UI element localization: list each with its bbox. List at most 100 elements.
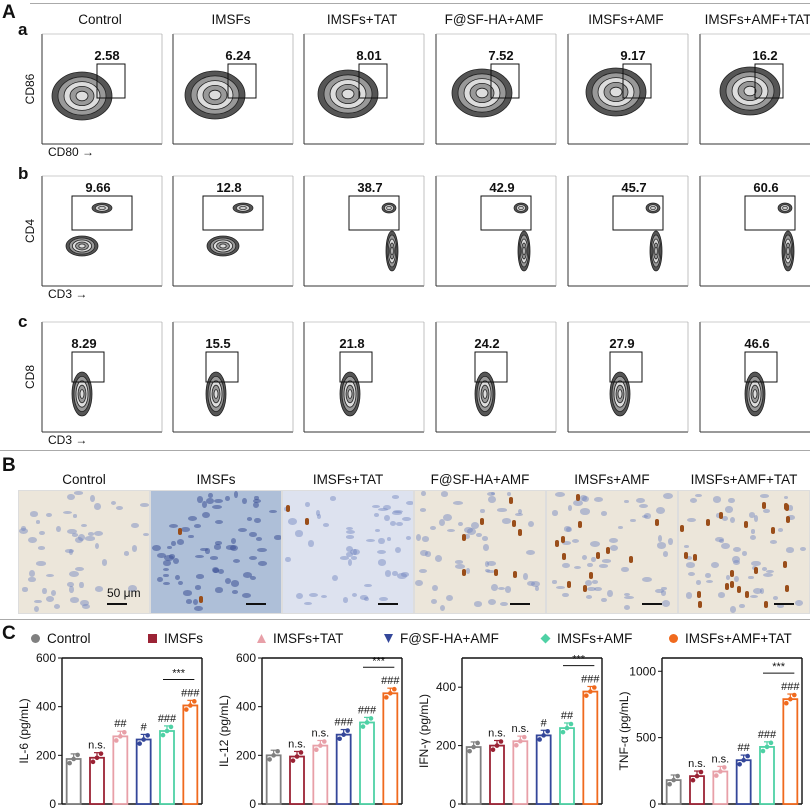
nucleus <box>562 563 570 569</box>
nucleus <box>78 534 86 541</box>
gate-percentage: 24.2 <box>474 336 499 351</box>
nucleus <box>131 522 140 529</box>
nucleus <box>63 511 73 515</box>
data-point <box>341 732 346 737</box>
data-point <box>294 754 300 759</box>
nucleus <box>225 495 230 502</box>
bar <box>535 734 552 805</box>
nucleus <box>463 527 473 534</box>
nucleus <box>252 498 262 504</box>
data-point <box>368 716 374 721</box>
flow-column-title: IMSFs <box>211 12 251 27</box>
significance-label: # <box>141 721 148 733</box>
bar <box>465 746 482 805</box>
nucleus <box>142 533 149 537</box>
nucleus <box>33 599 42 604</box>
nucleus <box>641 576 652 583</box>
y-axis-label: CD86 <box>23 73 37 104</box>
significance-label: ### <box>181 687 200 699</box>
nucleus <box>364 596 369 601</box>
nucleus <box>434 555 443 563</box>
data-point <box>745 753 750 759</box>
legend-marker-icon <box>257 634 266 643</box>
legend-marker-icon <box>669 634 678 643</box>
nucleus <box>56 525 62 532</box>
gate-box <box>71 195 133 231</box>
gate-percentage: 42.9 <box>489 180 514 195</box>
nucleus <box>430 598 438 605</box>
stained-cell <box>764 601 769 609</box>
bar <box>312 744 329 805</box>
nucleus <box>393 509 403 513</box>
nucleus <box>695 579 702 585</box>
scale-bar <box>510 603 530 605</box>
nucleus <box>552 580 557 584</box>
legend-item: IMSFs+AMF <box>540 631 632 646</box>
stained-cell <box>562 552 567 560</box>
bar <box>359 721 375 805</box>
nucleus <box>563 526 572 532</box>
data-point <box>498 739 504 744</box>
nucleus <box>177 539 185 545</box>
nucleus <box>295 592 303 600</box>
nucleus <box>715 537 724 543</box>
nucleus <box>37 546 46 550</box>
nucleus <box>20 526 27 532</box>
nucleus <box>777 528 783 532</box>
flow-plot: 15.5 <box>172 321 294 433</box>
data-point <box>667 781 672 787</box>
flow-plot: 46.6 <box>699 321 810 433</box>
histology-image <box>678 490 810 614</box>
gate-percentage: 16.2 <box>752 48 777 63</box>
histology-column-title: IMSFs+TAT <box>312 472 384 487</box>
data-point <box>768 740 774 746</box>
bar <box>735 759 752 805</box>
nucleus <box>624 595 634 599</box>
histology-image <box>282 490 414 614</box>
nucleus <box>152 544 161 552</box>
stained-cell <box>693 554 698 562</box>
nucleus <box>347 558 352 566</box>
nucleus <box>178 580 184 585</box>
nucleus <box>316 514 321 519</box>
contour-ring <box>617 389 623 399</box>
nucleus <box>237 528 247 533</box>
significance-label: ### <box>581 673 600 685</box>
nucleus <box>501 518 511 524</box>
nucleus <box>72 533 79 537</box>
data-point <box>467 748 472 754</box>
nucleus <box>463 534 470 540</box>
nucleus <box>504 586 512 593</box>
legend-label: IMSFs+AMF+TAT <box>685 631 792 646</box>
nucleus <box>33 605 39 612</box>
stained-cell <box>508 496 513 504</box>
nucleus <box>552 510 559 516</box>
x-axis-label: CD3 → <box>48 433 87 447</box>
nucleus <box>657 534 663 542</box>
nucleus <box>206 498 215 505</box>
data-point <box>267 757 272 762</box>
nucleus <box>609 537 619 543</box>
nucleus <box>346 551 353 558</box>
nucleus <box>750 529 756 534</box>
nucleus <box>167 545 173 550</box>
nucleus <box>171 541 176 547</box>
top-divider <box>30 3 810 4</box>
bar <box>265 754 282 805</box>
divider-a-b <box>0 450 810 451</box>
nucleus <box>579 495 587 502</box>
nucleus <box>591 557 596 563</box>
nucleus <box>525 550 536 556</box>
nucleus <box>624 593 630 597</box>
bar <box>559 727 575 805</box>
data-point <box>145 733 150 738</box>
scale-bar <box>107 603 127 605</box>
nucleus <box>213 568 219 573</box>
contour-ring <box>208 89 222 101</box>
nucleus <box>218 569 224 575</box>
histology-image <box>414 490 546 614</box>
data-point <box>71 756 76 762</box>
significance-label: ## <box>114 718 127 730</box>
nucleus <box>722 515 729 522</box>
